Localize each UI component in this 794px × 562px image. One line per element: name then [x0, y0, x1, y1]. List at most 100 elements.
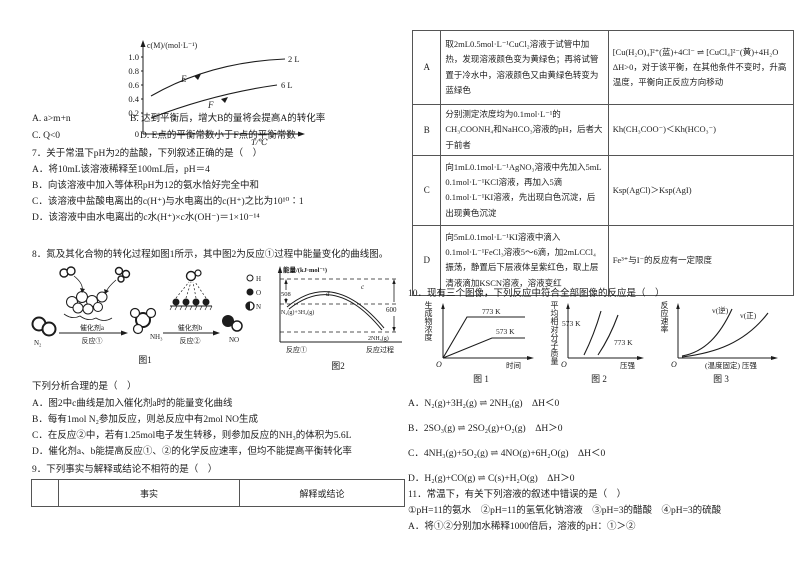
row-key: D	[411, 224, 442, 296]
table-row: C 向1mL0.1mol·L⁻¹AgNO₃溶液中先加入5mL 0.1mol·L⁻…	[411, 154, 794, 226]
origin-label: O	[436, 360, 442, 369]
origin-label: O	[671, 360, 677, 369]
q10-figure-3-caption: 图 3	[713, 374, 729, 384]
x-axis-label: (温度固定) 压强	[705, 360, 757, 370]
nitrogen-conversion-diagram: N₂	[31, 266, 261, 347]
row-conclusion: Fe³⁺与I⁻的反应有一定限度	[607, 224, 794, 296]
curve-e-tag: 2 L	[288, 54, 300, 64]
reaction-rate-pressure-graph: v(逆) v(正) O (温度固定) 压强	[671, 303, 778, 370]
q11-stem: 11．常温下，有关下列溶液的叙述中错误的是（ ）	[408, 490, 627, 500]
x1-label: 反应①	[286, 345, 307, 354]
line-773k-label: 773 K	[482, 307, 501, 316]
legend-o-label: O	[256, 289, 261, 297]
q8-option-b: B．每有1mol N₂参加反应，则总反应中有2mol NO生成	[32, 415, 259, 425]
q6-options: A. a>m+n B. 达到平衡后，增大B的量将会提高A的转化率 C. Q<0 …	[32, 111, 404, 145]
row-fact: 分别测定浓度均为0.1mol·L⁻¹的CH₃COONH₄和NaHCO₃溶液的pH…	[440, 104, 609, 156]
q8-option-c: C．在反应②中，若有1.25mol电子发生转移，则参加反应的NH₃的体积为5.6…	[32, 431, 352, 441]
curve-E-2L	[150, 58, 286, 97]
q8-figure-1-caption: 图1	[138, 355, 152, 365]
reaction-2-label: 反应②	[180, 336, 201, 345]
q8-figure-2-caption: 图2	[331, 361, 345, 371]
question-11: 11．常温下，有关下列溶液的叙述中错误的是（ ） ①pH=11的氨水 ②pH=1…	[408, 487, 788, 535]
q10-fig1-y-label: 生成物浓度	[424, 301, 433, 341]
fact-conclusion-table: A 取2mL0.5mol·L⁻¹CuCl₂溶液于试管中加热，发现溶液颜色变为黄绿…	[411, 30, 794, 296]
q6-option-a: A. a>m+n	[32, 114, 71, 124]
row-fact: 取2mL0.5mol·L⁻¹CuCl₂溶液于试管中加热，发现溶液颜色变为黄绿色；…	[440, 30, 609, 105]
x-axis-label: 压强	[620, 361, 635, 370]
q6-option-d: D. E点的平衡常数小于F点的平衡常数	[140, 131, 296, 141]
q8-option-a: A．图2中c曲线是加入催化剂a时的能量变化曲线	[32, 399, 233, 409]
q7-stem: 7．关于常温下pH为2的盐酸，下列叙述正确的是（ ）	[32, 149, 263, 159]
row-fact: 向5mL0.1mol·L⁻¹KI溶液中滴入0.1mol·L⁻¹FeCl₃溶液5～…	[440, 224, 609, 296]
row-conclusion: Ksp(AgCl)＞Ksp(AgI)	[607, 154, 794, 226]
reaction-1-label: 反应①	[82, 336, 103, 345]
q9-table-header-conclusion: 解释或结论	[239, 479, 405, 507]
energy-508: 508	[281, 291, 291, 298]
concentration-time-graph: 773 K 573 K O 时间	[436, 303, 534, 370]
q9-table-header-fact: 事实	[58, 479, 240, 507]
row-conclusion: [Cu(H₂O)₄]²⁺(蓝)+4Cl⁻ ⇌ [CuCl₄]²⁻(黄)+4H₂O…	[607, 30, 794, 105]
q10-options: A．N₂(g)+3H₂(g) ⇌ 2NH₃(g) ΔH＜0 B．2SO₃(g) …	[408, 392, 788, 492]
q10-option-d: D．H₂(g)+CO(g) ⇌ C(s)+H₂O(g) ΔH＞0	[408, 474, 575, 484]
y-tick: 0	[135, 129, 139, 139]
q9-table-corner-cell	[31, 479, 59, 507]
no-label: NO	[229, 336, 239, 344]
q6-option-b: B. 达到平衡后，增大B的量将会提高A的转化率	[130, 114, 326, 124]
q10-option-a: A．N₂(g)+3H₂(g) ⇌ 2NH₃(g) ΔH＜0	[408, 399, 560, 409]
q7-option-c: C．该溶液中盐酸电离出的c(H⁺)与水电离出的c(H⁺)之比为10¹⁰∶1	[32, 197, 304, 207]
q11-substances: ①pH=11的氨水 ②pH=11的氢氧化钠溶液 ③pH=3的醋酸 ④pH=3的硫…	[408, 506, 722, 516]
q7-option-d: D．该溶液中由水电离出的c水(H⁺)×c水(OH⁻)＝1×10⁻¹⁴	[32, 213, 260, 223]
legend-h-label: H	[256, 275, 261, 283]
x-axis-label: T/℃	[251, 137, 268, 147]
energy-600: 600	[386, 306, 397, 314]
curve-e-label: E	[180, 74, 187, 84]
q8-figure-1: N₂	[26, 262, 264, 372]
q10-option-b: B．2SO₃(g) ⇌ 2SO₂(g)+O₂(g) ΔH＞0	[408, 424, 563, 434]
q10-fig2-y-label: 平均相对分子质量	[550, 301, 559, 365]
q10-option-c: C．4NH₃(g)+5O₂(g) ⇌ 4NO(g)+6H₂O(g) ΔH＜0	[408, 449, 606, 459]
row-key: B	[411, 104, 442, 156]
line-573k-label: 573 K	[496, 327, 515, 336]
q8-prompt: 下列分析合理的是（ ）	[32, 382, 137, 392]
table-row: D 向5mL0.1mol·L⁻¹KI溶液中滴入0.1mol·L⁻¹FeCl₃溶液…	[411, 224, 794, 296]
n2-label: N₂	[34, 339, 42, 347]
question-7: 7．关于常温下pH为2的盐酸，下列叙述正确的是（ ） A．将10mL该溶液稀释至…	[32, 146, 404, 226]
row-conclusion: Kh(CH₃COO⁻)＜Kh(HCO₃⁻)	[607, 104, 794, 156]
line-573k-label: 573 K	[562, 319, 581, 328]
y-axis-label: c(M)/(mol·L⁻¹)	[147, 41, 197, 50]
row-key: A	[411, 30, 442, 105]
y-tick: 0.8	[128, 66, 139, 76]
catalyst-a-label: 催化剂a	[80, 323, 105, 332]
q8-stem: 8．氮及其化合物的转化过程如图1所示，其中图2为反应①过程中能量变化的曲线图。	[32, 250, 389, 260]
q8-options: A．图2中c曲线是加入催化剂a时的能量变化曲线 B．每有1mol N₂参加反应，…	[32, 396, 404, 460]
q8-figures: N₂	[26, 262, 408, 372]
reactants-label: N₂(g)+3H₂(g)	[281, 309, 314, 316]
q6-concentration-temperature-chart: c(M)/(mol·L⁻¹) 1.0 0.8 0.6 0.4 0.2 0 E 2…	[128, 40, 305, 147]
q10-stem: 10．现有三个图像，下列反应中符合全部图像的反应是（ ）	[408, 289, 665, 299]
x-axis-label: 时间	[506, 360, 521, 370]
table-row: A 取2mL0.5mol·L⁻¹CuCl₂溶液于试管中加热，发现溶液颜色变为黄绿…	[411, 30, 794, 105]
legend-n-label: N	[256, 303, 261, 311]
curve-d-label: d	[326, 290, 330, 298]
q6-option-c: C. Q<0	[32, 131, 61, 141]
table-row: B 分别测定浓度均为0.1mol·L⁻¹的CH₃COONH₄和NaHCO₃溶液的…	[411, 104, 794, 156]
products-label: 2NH₃(g)	[368, 335, 389, 342]
y-tick: 0.4	[128, 94, 139, 104]
curve-F-6L	[150, 84, 278, 119]
q10-figure-1-caption: 图 1	[473, 374, 489, 384]
curve-f-tag: 6 L	[281, 80, 293, 90]
q10-figure-3: 反应速率 v(逆) v(正) O (温度固定) 压强 图 3	[660, 301, 782, 385]
energy-change-diagram: 能量/(kJ·mol⁻¹) 508 600	[277, 265, 402, 354]
q10-figures: 生成物浓度 773 K 573 K O 时间 图 1 平均相对分子质量	[424, 301, 782, 385]
line-773k-label: 773 K	[614, 338, 633, 347]
curve-f-label: F	[207, 100, 214, 110]
q11-option-a: A．将①②分别加水稀释1000倍后，溶液的pH：①＞②	[408, 522, 636, 532]
q7-option-b: B．向该溶液中加入等体积pH为12的氨水恰好完全中和	[32, 181, 259, 191]
y-tick: 1.0	[128, 52, 139, 62]
q10-figure-2: 平均相对分子质量 573 K 773 K O 压强 图 2	[550, 301, 648, 385]
q10-fig3-y-label: 反应速率	[660, 301, 669, 333]
energy-axis-label: 能量/(kJ·mol⁻¹)	[283, 265, 327, 274]
x2-label: 反应过程	[366, 345, 394, 354]
q10-figure-1: 生成物浓度 773 K 573 K O 时间 图 1	[424, 301, 538, 385]
y-tick: 0.6	[128, 80, 139, 90]
